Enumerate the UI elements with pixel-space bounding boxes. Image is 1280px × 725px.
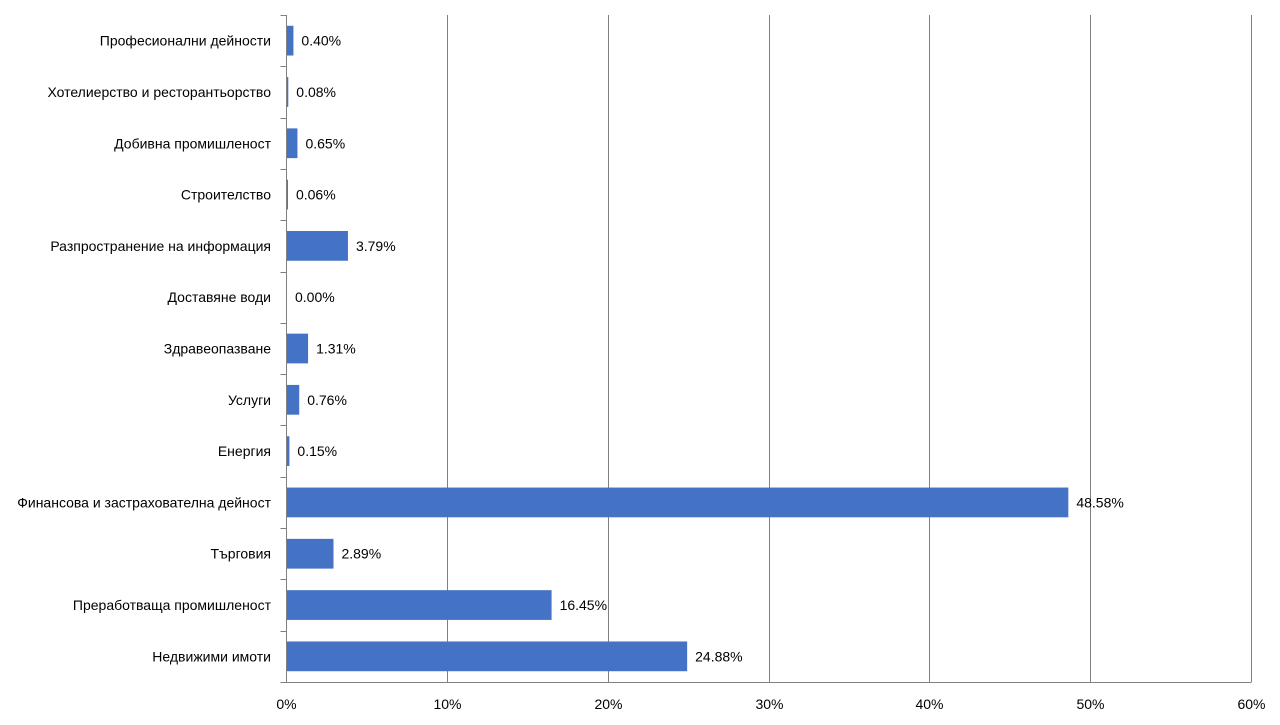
x-tick-label: 20%: [594, 696, 622, 712]
bar: [287, 179, 288, 210]
bar: [287, 487, 1069, 518]
axes: [280, 15, 1252, 683]
category-label: Търговия: [210, 546, 271, 562]
category-label: Преработваща промишленост: [73, 597, 272, 613]
bar: [287, 128, 298, 159]
bar: [287, 538, 334, 569]
data-label: 0.76%: [307, 392, 347, 408]
bar: [287, 333, 309, 364]
data-label: 24.88%: [695, 648, 742, 664]
bar: [287, 25, 294, 56]
data-label: 0.15%: [297, 443, 337, 459]
category-label: Недвижими имоти: [152, 648, 271, 664]
category-label: Услуги: [228, 392, 271, 408]
x-tick-label: 0%: [276, 696, 296, 712]
data-label: 0.08%: [296, 84, 336, 100]
bars: [287, 25, 1069, 672]
bar: [287, 384, 300, 415]
x-tick-label: 50%: [1076, 696, 1104, 712]
data-label: 0.40%: [301, 33, 341, 49]
x-tick-label: 60%: [1237, 696, 1265, 712]
category-label: Здравеопазване: [164, 341, 271, 357]
data-label: 0.00%: [295, 289, 335, 305]
labels: 0% 10% 20% 30% 40% 50% 60% Професионални дейнос…: [17, 33, 1265, 712]
bar: [287, 590, 552, 620]
bar: [287, 436, 290, 466]
bar: [287, 77, 289, 107]
data-label: 1.31%: [316, 341, 356, 357]
category-label: Финансова и застрахователна дейност: [17, 494, 271, 510]
gridlines: [447, 15, 1252, 682]
data-label: 0.06%: [296, 187, 336, 203]
category-label: Разпространение на информация: [50, 238, 271, 254]
category-label: Хотелиерство и ресторантьорство: [47, 84, 271, 100]
x-tick-label: 30%: [755, 696, 783, 712]
category-label: Професионални дейности: [100, 33, 271, 49]
data-label: 2.89%: [341, 546, 381, 562]
category-label: Доставяне води: [168, 289, 271, 305]
bar: [287, 231, 348, 261]
x-tick-label: 40%: [915, 696, 943, 712]
data-label: 16.45%: [560, 597, 607, 613]
data-label: 0.65%: [305, 135, 345, 151]
category-label: Строителство: [181, 187, 271, 203]
bar: [287, 641, 688, 672]
data-label: 48.58%: [1076, 494, 1123, 510]
data-label: 3.79%: [356, 238, 396, 254]
x-tick-label: 10%: [433, 696, 461, 712]
category-label: Енергия: [218, 443, 271, 459]
category-label: Добивна промишленост: [114, 135, 271, 151]
